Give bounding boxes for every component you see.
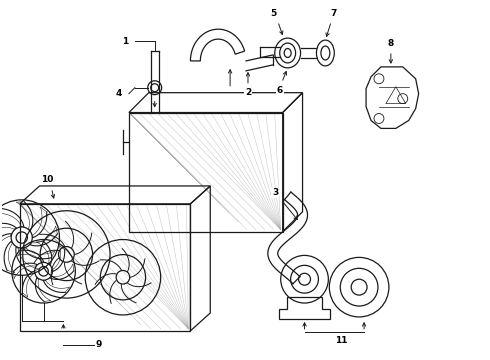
Text: 1: 1: [122, 37, 128, 46]
Text: 10: 10: [41, 175, 54, 184]
Text: 5: 5: [270, 9, 277, 18]
Text: 4: 4: [116, 89, 122, 98]
Text: 11: 11: [336, 336, 348, 345]
Text: 2: 2: [245, 88, 251, 97]
Text: 9: 9: [96, 340, 102, 349]
Text: 3: 3: [272, 188, 278, 197]
Text: 8: 8: [388, 39, 394, 48]
Text: 7: 7: [330, 9, 337, 18]
Text: 6: 6: [276, 86, 283, 95]
